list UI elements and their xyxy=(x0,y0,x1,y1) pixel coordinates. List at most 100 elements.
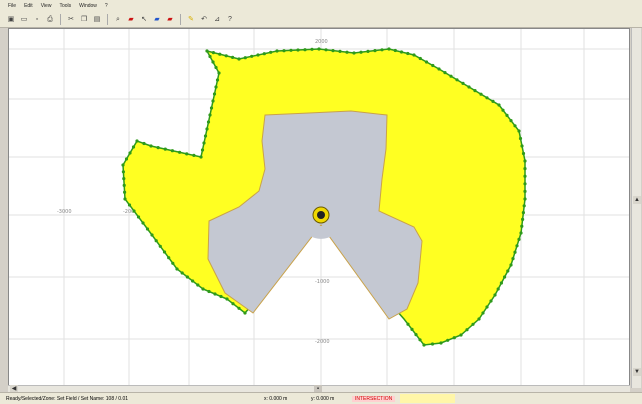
paste-icon[interactable]: ▤ xyxy=(93,15,101,23)
boundary-point[interactable] xyxy=(158,244,162,248)
menu-file[interactable]: File xyxy=(8,2,17,9)
boundary-point[interactable] xyxy=(199,155,203,159)
zone-plot[interactable]: -3000-2000-100010002000300020001000-1000… xyxy=(9,29,629,387)
boundary-point[interactable] xyxy=(505,113,509,117)
boundary-point[interactable] xyxy=(145,227,150,231)
boundary-point[interactable] xyxy=(243,56,247,60)
boundary-point[interactable] xyxy=(418,338,422,342)
boundary-point[interactable] xyxy=(275,49,279,53)
boundary-point[interactable] xyxy=(399,50,404,54)
boundary-point[interactable] xyxy=(250,54,254,58)
boundary-point[interactable] xyxy=(479,92,483,96)
boundary-point[interactable] xyxy=(412,53,416,57)
print-icon[interactable]: ⎙ xyxy=(47,15,53,23)
boundary-point[interactable] xyxy=(150,233,154,237)
menu-help[interactable]: ? xyxy=(104,2,108,9)
boundary-point[interactable] xyxy=(175,267,179,271)
boundary-point[interactable] xyxy=(128,151,132,155)
scroll-up-icon[interactable]: ▲ xyxy=(633,196,641,204)
boundary-point[interactable] xyxy=(509,119,513,123)
boundary-point[interactable] xyxy=(213,292,217,296)
zoom-icon[interactable]: ⌕ xyxy=(116,15,120,23)
boundary-point[interactable] xyxy=(214,65,218,70)
boundary-point[interactable] xyxy=(338,49,342,53)
boundary-point[interactable] xyxy=(489,299,493,303)
boundary-point[interactable] xyxy=(217,71,221,75)
boundary-point[interactable] xyxy=(506,269,510,273)
boundary-point[interactable] xyxy=(517,237,521,241)
boundary-point[interactable] xyxy=(201,287,205,291)
boundary-point[interactable] xyxy=(477,317,481,321)
boundary-point[interactable] xyxy=(180,271,184,275)
boundary-point[interactable] xyxy=(231,302,235,306)
menu-edit[interactable]: Edit xyxy=(24,2,33,9)
boundary-point[interactable] xyxy=(509,263,513,267)
zone-editor-canvas[interactable]: -3000-2000-100010002000300020001000-1000… xyxy=(8,28,630,388)
boundary-point[interactable] xyxy=(123,197,127,201)
boundary-point[interactable] xyxy=(282,49,286,53)
boundary-point[interactable] xyxy=(406,51,410,56)
boundary-point[interactable] xyxy=(121,163,125,167)
menu-tools[interactable]: Tools xyxy=(59,2,72,9)
boundary-point[interactable] xyxy=(303,48,307,52)
boundary-point[interactable] xyxy=(393,48,397,53)
boundary-point[interactable] xyxy=(171,261,175,265)
new-icon[interactable]: ▣ xyxy=(7,15,15,23)
boundary-point[interactable] xyxy=(352,51,356,55)
boundary-point[interactable] xyxy=(499,281,503,285)
boundary-point[interactable] xyxy=(443,71,447,75)
boundary-point[interactable] xyxy=(132,209,136,213)
boundary-point[interactable] xyxy=(185,152,189,156)
boundary-point[interactable] xyxy=(455,78,459,82)
scroll-down-icon[interactable]: ▼ xyxy=(633,368,641,376)
boundary-point[interactable] xyxy=(237,57,241,61)
boundary-point[interactable] xyxy=(122,183,126,187)
boundary-point[interactable] xyxy=(331,49,335,53)
boundary-point[interactable] xyxy=(461,81,465,85)
boundary-point[interactable] xyxy=(519,231,523,235)
boundary-point[interactable] xyxy=(496,287,500,291)
boundary-point[interactable] xyxy=(167,256,171,260)
boundary-point[interactable] xyxy=(206,120,211,124)
boundary-point[interactable] xyxy=(211,99,215,103)
boundary-point[interactable] xyxy=(170,149,174,153)
boundary-point[interactable] xyxy=(366,49,370,53)
cut-icon[interactable]: ✂ xyxy=(68,15,74,23)
boundary-point[interactable] xyxy=(424,60,429,64)
boundary-point[interactable] xyxy=(521,217,525,221)
boundary-point[interactable] xyxy=(269,50,273,54)
boundary-point[interactable] xyxy=(149,144,153,148)
boundary-point[interactable] xyxy=(256,53,260,57)
boundary-point[interactable] xyxy=(387,47,391,51)
boundary-point[interactable] xyxy=(127,203,132,207)
boundary-point[interactable] xyxy=(131,145,136,149)
boundary-point[interactable] xyxy=(142,141,146,146)
boundary-point[interactable] xyxy=(215,78,220,82)
boundary-point[interactable] xyxy=(410,327,414,331)
boundary-point[interactable] xyxy=(523,167,527,171)
boundary-point[interactable] xyxy=(135,139,139,143)
boundary-point[interactable] xyxy=(191,279,195,283)
boundary-point[interactable] xyxy=(471,322,475,326)
boundary-point[interactable] xyxy=(517,129,521,133)
boundary-point[interactable] xyxy=(178,150,182,154)
boundary-point[interactable] xyxy=(459,333,463,337)
open-icon[interactable]: ▭ xyxy=(20,15,28,23)
boundary-point[interactable] xyxy=(192,153,196,157)
boundary-point[interactable] xyxy=(501,108,505,112)
boundary-point[interactable] xyxy=(491,99,495,103)
boundary-point[interactable] xyxy=(123,190,127,194)
boundary-point[interactable] xyxy=(430,342,435,346)
copy-icon[interactable]: ❐ xyxy=(80,15,88,23)
scroll-left-icon[interactable]: ◀ xyxy=(10,385,18,393)
pencil-icon[interactable]: ✎ xyxy=(188,15,194,23)
boundary-point[interactable] xyxy=(211,60,215,64)
boundary-point[interactable] xyxy=(345,50,349,54)
boundary-point[interactable] xyxy=(205,49,209,53)
menu-view[interactable]: View xyxy=(40,2,52,9)
boundary-point[interactable] xyxy=(317,47,321,51)
boundary-point[interactable] xyxy=(237,306,241,310)
save-icon[interactable]: ▫ xyxy=(35,15,39,23)
boundary-point[interactable] xyxy=(446,338,450,342)
boundary-point[interactable] xyxy=(515,244,519,248)
